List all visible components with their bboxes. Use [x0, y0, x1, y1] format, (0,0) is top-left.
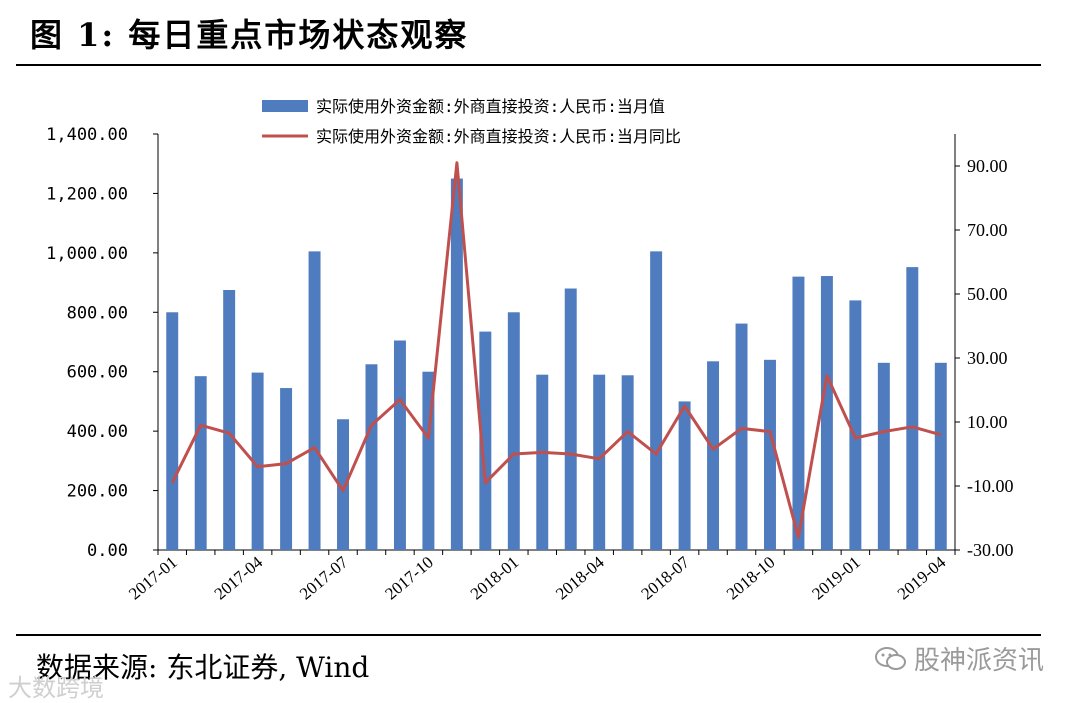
- wechat-icon: [874, 646, 906, 670]
- yoy-line: [170, 161, 942, 539]
- y-left-tick-label: 0.00: [87, 541, 128, 561]
- bar: [308, 251, 321, 550]
- bar: [450, 178, 463, 551]
- top-rule: [16, 64, 1041, 66]
- y-right-tick-label: 30.00: [967, 348, 1008, 368]
- y-right-tick-label: 70.00: [967, 220, 1008, 240]
- bar: [621, 375, 634, 550]
- bar: [536, 374, 549, 550]
- x-tick-label: 2018-04: [552, 552, 608, 603]
- bar: [707, 361, 720, 550]
- y-left-tick-label: 1,400.00: [46, 125, 128, 145]
- y-right-tick-label: -10.00: [967, 476, 1014, 496]
- bar: [764, 359, 776, 550]
- bar: [507, 312, 520, 550]
- y-right-tick-label: 90.00: [967, 156, 1008, 176]
- x-tick-label: 2017-10: [381, 553, 437, 604]
- bar: [906, 267, 919, 550]
- y-left-tick-label: 400.00: [67, 422, 128, 442]
- bar: [564, 288, 577, 550]
- y-left-tick-label: 600.00: [67, 363, 128, 383]
- bar: [792, 276, 805, 550]
- legend-bar-label: 实际使用外资金额:外商直接投资:人民币:当月值: [316, 97, 665, 116]
- legend-bar-swatch: [262, 100, 308, 112]
- y-left-tick-label: 1,000.00: [46, 244, 128, 264]
- bar: [365, 364, 378, 550]
- x-tick-label: 2017-01: [125, 553, 181, 604]
- legend-line-label: 实际使用外资金额:外商直接投资:人民币:当月同比: [316, 127, 681, 146]
- watermark-right: 股神派资讯: [874, 640, 1044, 677]
- bar: [337, 419, 349, 550]
- x-tick-label: 2018-07: [638, 552, 694, 603]
- bar: [251, 372, 264, 550]
- bar: [166, 312, 179, 550]
- y-right-tick-label: -30.00: [967, 540, 1014, 560]
- x-tick-label: 2019-01: [808, 553, 864, 604]
- figure-title: 图 1: 每日重点市场状态观察: [30, 16, 469, 54]
- bar: [678, 401, 691, 550]
- x-tick-label: 2019-04: [894, 552, 950, 603]
- bar: [820, 276, 833, 550]
- bar: [877, 362, 890, 550]
- bar: [194, 376, 207, 550]
- y-left-tick-label: 1,200.00: [46, 184, 128, 204]
- watermark-left: 大数跨境: [8, 674, 104, 702]
- bar: [223, 290, 236, 550]
- watermark-right-text: 股神派资讯: [913, 646, 1044, 676]
- bar: [650, 251, 663, 550]
- bar: [593, 374, 606, 550]
- x-tick-label: 2017-07: [296, 552, 352, 603]
- bar: [934, 362, 947, 550]
- x-tick-label: 2017-04: [211, 552, 267, 603]
- x-tick-label: 2018-01: [467, 553, 523, 604]
- y-left-tick-label: 800.00: [67, 303, 128, 323]
- bar: [280, 388, 293, 550]
- bar: [393, 340, 406, 550]
- y-right-tick-label: 10.00: [967, 412, 1008, 432]
- y-left-tick-label: 200.00: [67, 482, 128, 502]
- y-right-tick-label: 50.00: [967, 284, 1008, 304]
- bar: [479, 331, 492, 550]
- bar: [735, 323, 748, 550]
- x-tick-label: 2018-10: [723, 553, 779, 604]
- bar: [422, 371, 435, 550]
- chart: 实际使用外资金额:外商直接投资:人民币:当月值 实际使用外资金额:外商直接投资:…: [46, 97, 1014, 604]
- source-note: 数据来源: 东北证券, Wind: [36, 651, 370, 684]
- bottom-rule: [16, 634, 1041, 636]
- chart-legend: 实际使用外资金额:外商直接投资:人民币:当月值 实际使用外资金额:外商直接投资:…: [262, 97, 681, 146]
- bar: [849, 300, 862, 550]
